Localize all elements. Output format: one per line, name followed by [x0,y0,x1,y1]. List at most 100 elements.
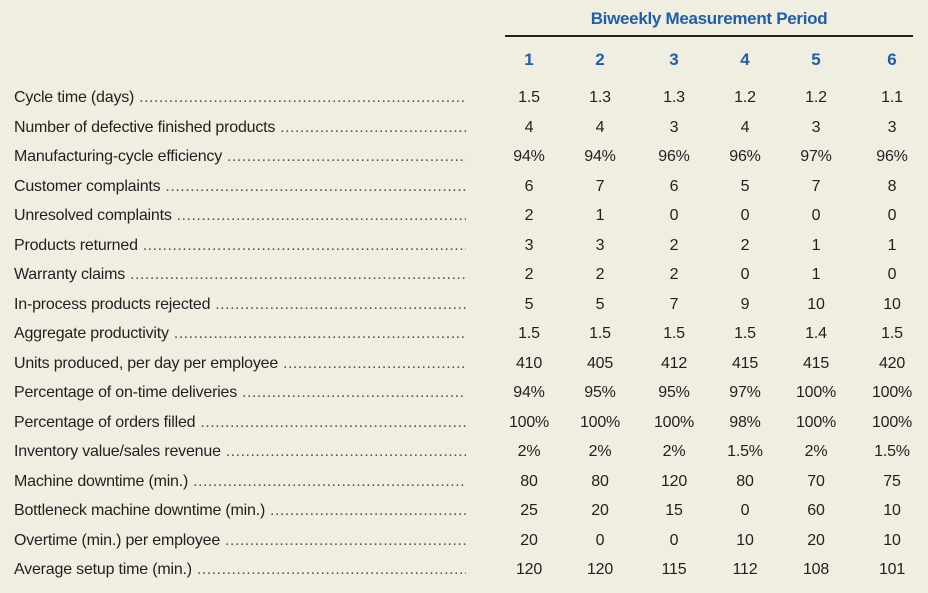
row-value-period-2: 2 [595,266,605,283]
row-value-period-2: 3 [595,236,605,254]
row-value-period-5: 7 [811,177,821,195]
row-value-period-6: 100% [871,413,913,431]
row-value-period-6: 1 [887,236,897,254]
row-value-period-4: 5 [740,177,750,195]
row-value-period-5: 100% [795,384,837,401]
row-value-period-3: 120 [660,472,688,490]
row-label: Unresolved complaints [14,205,466,227]
row-value-period-6: 8 [887,177,897,195]
row-value-period-3: 95% [658,384,690,401]
row-value-period-3: 2 [669,266,679,283]
row-value-period-6: 3 [887,118,897,136]
row-value-period-3: 2 [669,236,679,254]
row-value-period-2: 20 [591,502,609,519]
row-value-period-6: 1.5 [881,325,903,342]
row-value-period-3: 1.5 [663,325,685,342]
table-row: Manufacturing-cycle efficiency 94% 94% 96% 9… [0,146,928,175]
row-value-period-2: 4 [595,118,605,136]
table-row: Products returned 3 3 2 2 1 1 [0,235,928,264]
period-header-4: 4 [740,50,750,69]
row-label: Warranty claims [14,264,466,286]
row-label: Machine downtime (min.) [14,471,466,493]
row-value-period-3: 0 [669,207,679,224]
row-value-period-1: 94% [513,148,545,165]
row-value-period-5: 1 [811,266,821,283]
row-value-period-6: 10 [883,502,901,519]
row-label: In-process products rejected [14,294,466,316]
row-value-period-5: 1.4 [805,325,827,342]
title-rule [505,35,913,37]
row-label: Customer complaints [14,176,466,198]
row-value-period-5: 60 [807,502,825,519]
row-label: Cycle time (days) [14,87,466,109]
table-row: Inventory value/sales revenue 2% 2% 2% 1.5% 2… [0,441,928,470]
row-value-period-3: 6 [669,177,679,195]
row-value-period-2: 80 [591,472,609,490]
row-value-period-1: 2% [517,443,541,460]
table-row: Warranty claims 2 2 2 0 1 0 [0,264,928,293]
row-value-period-1: 25 [520,502,538,519]
row-value-period-4: 1.5 [734,325,756,342]
row-value-period-6: 10 [883,295,901,313]
row-value-period-5: 100% [795,413,837,431]
table-row: Unresolved complaints 2 1 0 0 0 0 [0,205,928,234]
row-value-period-2: 0 [595,531,605,549]
row-label: Products returned [14,235,466,257]
row-value-period-1: 1.5 [518,325,540,342]
row-value-period-1: 6 [524,177,534,195]
row-label: Percentage of on-time deliveries [14,382,466,404]
row-value-period-2: 5 [595,295,605,313]
row-value-period-2: 94% [584,148,616,165]
row-value-period-1: 3 [524,236,534,254]
row-value-period-4: 10 [736,531,754,549]
row-label: Bottleneck machine downtime (min.) [14,500,466,522]
row-label: Overtime (min.) per employee [14,530,466,552]
row-value-period-5: 70 [807,472,825,490]
row-label: Aggregate productivity [14,323,466,345]
row-value-period-5: 97% [800,148,832,165]
table-row: Percentage of orders filled 100% 100% 100% 9… [0,412,928,441]
row-value-period-3: 7 [669,295,679,313]
table-row: Number of defective finished products 4 4 3… [0,117,928,146]
row-value-period-6: 420 [878,354,906,372]
table-row: Aggregate productivity 1.5 1.5 1.5 1.5 1.4 1.5 [0,323,928,352]
row-value-period-2: 1.5 [589,325,611,342]
row-value-period-3: 15 [665,502,683,519]
table-row: Cycle time (days) 1.5 1.3 1.3 1.2 1.2 1.1 [0,87,928,116]
row-label: Percentage of orders filled [14,412,466,434]
row-value-period-4: 1.2 [734,89,756,106]
row-value-period-3: 2% [662,443,686,460]
period-header-1: 1 [524,50,534,69]
row-value-period-4: 0 [740,502,750,519]
row-value-period-1: 2 [524,266,534,283]
row-value-period-4: 4 [740,118,750,136]
row-value-period-1: 120 [515,561,543,578]
row-value-period-4: 1.5% [727,443,763,460]
row-value-period-2: 2% [588,443,612,460]
row-value-period-5: 415 [802,354,830,372]
row-value-period-5: 20 [807,531,825,549]
row-label: Inventory value/sales revenue [14,441,466,463]
row-label: Units produced, per day per employee [14,353,466,375]
row-value-period-6: 96% [876,148,908,165]
table-row: Overtime (min.) per employee 20 0 0 10 20 10 [0,530,928,559]
row-value-period-4: 80 [736,472,754,490]
row-value-period-1: 4 [524,118,534,136]
row-value-period-4: 9 [740,295,750,313]
row-value-period-2: 7 [595,177,605,195]
row-value-period-2: 1.3 [589,89,611,106]
row-value-period-3: 96% [658,148,690,165]
row-value-period-4: 415 [731,354,759,372]
row-value-period-1: 2 [524,207,534,224]
table-row: Machine downtime (min.) 80 80 120 80 70 75 [0,471,928,500]
row-value-period-6: 0 [887,207,897,224]
table-row: Customer complaints 6 7 6 5 7 8 [0,176,928,205]
row-value-period-1: 1.5 [518,89,540,106]
row-value-period-4: 96% [729,148,761,165]
table-row: In-process products rejected 5 5 7 9 10 10 [0,294,928,323]
row-value-period-5: 108 [802,561,830,578]
table-row: Percentage of on-time deliveries 94% 95% 95… [0,382,928,411]
row-value-period-6: 100% [871,384,913,401]
row-value-period-6: 1.5% [874,443,910,460]
